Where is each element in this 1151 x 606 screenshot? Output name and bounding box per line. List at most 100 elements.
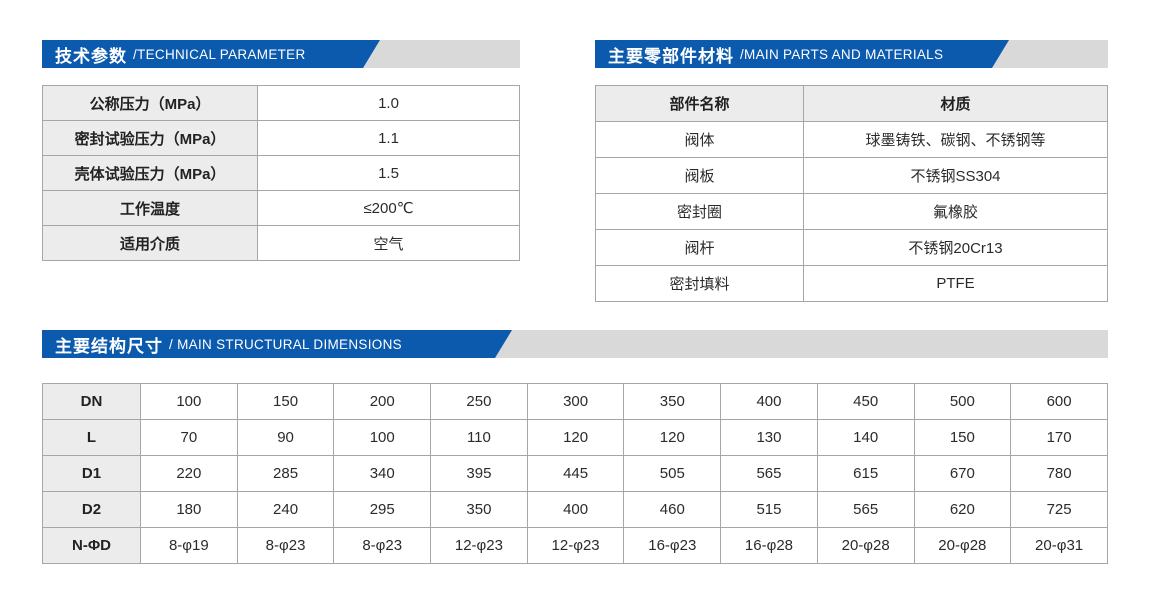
param-value: ≤200℃ (257, 190, 520, 226)
dim-value: 350 (623, 383, 722, 420)
banner-title-zh: 技术参数 (55, 46, 127, 66)
part-material: 不锈钢SS304 (803, 157, 1108, 194)
table-row: 适用介质 空气 (42, 225, 520, 261)
dim-value: 400 (720, 383, 818, 420)
dim-value: 220 (140, 455, 238, 492)
dim-value: 8-φ23 (333, 527, 432, 564)
table-row: 阀体 球墨铸铁、碳钢、不锈钢等 (595, 121, 1108, 158)
dim-value: 340 (333, 455, 432, 492)
table-row-dn: DN 100 150 200 250 300 350 400 450 500 6… (42, 383, 1108, 420)
part-material: 不锈钢20Cr13 (803, 229, 1108, 266)
dim-value: 120 (623, 419, 722, 456)
dim-value: 150 (913, 419, 1012, 456)
dim-value: 12-φ23 (526, 527, 625, 564)
materials-banner-tab: 主要零部件材料 /MAIN PARTS AND MATERIALS (595, 40, 1009, 68)
dim-value: 130 (720, 419, 818, 456)
table-row: 密封试验压力（MPa） 1.1 (42, 120, 520, 156)
table-row: 密封圈 氟橡胶 (595, 193, 1108, 230)
table-row-l: L 70 90 100 110 120 120 130 140 150 170 (42, 419, 1108, 456)
table-row-d2: D2 180 240 295 350 400 460 515 565 620 7… (42, 491, 1108, 528)
dim-value: 565 (720, 455, 818, 492)
dim-value: 20-φ28 (816, 527, 915, 564)
dim-value: 400 (526, 491, 625, 528)
materials-table: 部件名称 材质 阀体 球墨铸铁、碳钢、不锈钢等 阀板 不锈钢SS304 密封圈 … (595, 85, 1108, 302)
dim-row-label: D1 (42, 455, 141, 492)
table-header-row: 部件名称 材质 (595, 85, 1108, 122)
dim-value: 100 (333, 419, 432, 456)
param-value: 1.5 (257, 155, 520, 191)
dim-value: 90 (236, 419, 335, 456)
table-row: 阀板 不锈钢SS304 (595, 157, 1108, 194)
banner-title-en: /MAIN PARTS AND MATERIALS (740, 46, 944, 62)
table-row: 公称压力（MPa） 1.0 (42, 85, 520, 121)
dim-value: 670 (913, 455, 1012, 492)
dim-value: 8-φ23 (236, 527, 335, 564)
table-row: 阀杆 不锈钢20Cr13 (595, 229, 1108, 266)
dim-value: 600 (1010, 383, 1108, 420)
dimensions-table: DN 100 150 200 250 300 350 400 450 500 6… (42, 383, 1108, 564)
dimensions-banner: 主要结构尺寸 / MAIN STRUCTURAL DIMENSIONS (42, 330, 1108, 358)
dim-value: 16-φ28 (720, 527, 818, 564)
table-row-nphid: N-ΦD 8-φ19 8-φ23 8-φ23 12-φ23 12-φ23 16-… (42, 527, 1108, 564)
banner-title-zh: 主要零部件材料 (608, 46, 734, 66)
dim-value: 20-φ31 (1010, 527, 1108, 564)
param-label: 适用介质 (42, 225, 258, 261)
dim-value: 100 (140, 383, 238, 420)
dim-value: 170 (1010, 419, 1108, 456)
dim-value: 450 (816, 383, 915, 420)
dim-value: 16-φ23 (623, 527, 722, 564)
part-material: 氟橡胶 (803, 193, 1108, 230)
param-value: 1.1 (257, 120, 520, 156)
part-name: 密封圈 (595, 193, 804, 230)
dim-value: 395 (430, 455, 528, 492)
technical-parameter-banner-tab: 技术参数 /TECHNICAL PARAMETER (42, 40, 380, 68)
technical-parameter-table: 公称压力（MPa） 1.0 密封试验压力（MPa） 1.1 壳体试验压力（MPa… (42, 85, 520, 261)
dim-value: 620 (913, 491, 1012, 528)
dim-value: 350 (430, 491, 528, 528)
dim-value: 725 (1010, 491, 1108, 528)
table-row: 密封填料 PTFE (595, 265, 1108, 302)
column-header-part: 部件名称 (595, 85, 804, 122)
part-material: 球墨铸铁、碳钢、不锈钢等 (803, 121, 1108, 158)
dim-value: 150 (236, 383, 335, 420)
dimensions-banner-tab: 主要结构尺寸 / MAIN STRUCTURAL DIMENSIONS (42, 330, 512, 358)
dim-value: 460 (623, 491, 722, 528)
banner-title-en: /TECHNICAL PARAMETER (133, 46, 306, 62)
dim-row-label: D2 (42, 491, 141, 528)
param-value: 1.0 (257, 85, 520, 121)
table-row: 壳体试验压力（MPa） 1.5 (42, 155, 520, 191)
dim-row-label: N-ΦD (42, 527, 141, 564)
dim-value: 12-φ23 (430, 527, 528, 564)
dim-value: 110 (430, 419, 528, 456)
dim-value: 70 (140, 419, 238, 456)
dim-row-label: DN (42, 383, 141, 420)
dim-value: 250 (430, 383, 528, 420)
dim-value: 295 (333, 491, 432, 528)
param-label: 公称压力（MPa） (42, 85, 258, 121)
dim-row-label: L (42, 419, 141, 456)
dim-value: 180 (140, 491, 238, 528)
materials-banner: 主要零部件材料 /MAIN PARTS AND MATERIALS (595, 40, 1108, 68)
banner-title-zh: 主要结构尺寸 (55, 336, 163, 356)
part-name: 阀板 (595, 157, 804, 194)
dim-value: 285 (236, 455, 335, 492)
dim-value: 500 (913, 383, 1012, 420)
dim-value: 20-φ28 (913, 527, 1012, 564)
dim-value: 8-φ19 (140, 527, 238, 564)
part-name: 阀体 (595, 121, 804, 158)
dim-value: 120 (526, 419, 625, 456)
dim-value: 200 (333, 383, 432, 420)
dim-value: 140 (816, 419, 915, 456)
technical-parameter-banner: 技术参数 /TECHNICAL PARAMETER (42, 40, 520, 68)
dim-value: 505 (623, 455, 722, 492)
part-name: 密封填料 (595, 265, 804, 302)
part-material: PTFE (803, 265, 1108, 302)
dim-value: 615 (816, 455, 915, 492)
part-name: 阀杆 (595, 229, 804, 266)
table-row: 工作温度 ≤200℃ (42, 190, 520, 226)
param-label: 工作温度 (42, 190, 258, 226)
dim-value: 780 (1010, 455, 1108, 492)
dim-value: 445 (526, 455, 625, 492)
column-header-material: 材质 (803, 85, 1108, 122)
dim-value: 565 (816, 491, 915, 528)
